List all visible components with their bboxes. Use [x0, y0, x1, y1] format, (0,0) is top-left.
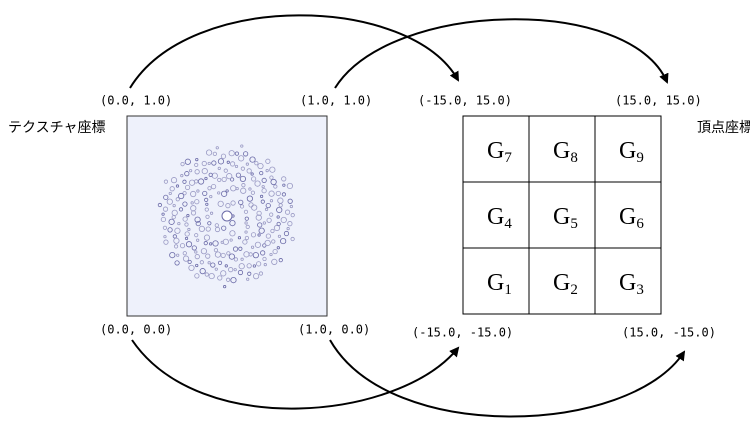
- cell-base: G: [487, 270, 504, 296]
- cell-base: G: [553, 204, 570, 230]
- corner-label: (0.0, 0.0): [100, 323, 172, 337]
- corner-label: (1.0, 0.0): [298, 323, 370, 337]
- corner-label: (-15.0, 15.0): [418, 94, 512, 108]
- cell-subscript: 4: [504, 216, 512, 232]
- cell-base: G: [487, 204, 504, 230]
- texture-title: テクスチャ座標: [8, 120, 105, 136]
- particle: [222, 211, 232, 221]
- cell-subscript: 1: [504, 282, 512, 298]
- cell-base: G: [553, 270, 570, 296]
- cell-base: G: [619, 138, 636, 164]
- cell-subscript: 3: [636, 282, 644, 298]
- cell-base: G: [487, 138, 504, 164]
- cell-subscript: 6: [636, 216, 644, 232]
- cell-subscript: 2: [570, 282, 578, 298]
- arrow: [130, 15, 458, 88]
- cell-subscript: 5: [570, 216, 578, 232]
- arrow: [132, 340, 458, 409]
- arrow: [330, 340, 684, 417]
- cell-subscript: 8: [570, 150, 578, 166]
- corner-label: (1.0, 1.0): [300, 94, 372, 108]
- cell-base: G: [553, 138, 570, 164]
- cell-base: G: [619, 270, 636, 296]
- corner-label: (15.0, -15.0): [622, 326, 716, 340]
- corner-label: (15.0, 15.0): [615, 94, 702, 108]
- corner-label: (0.0, 1.0): [100, 94, 172, 108]
- vertex-title: 頂点座標: [697, 120, 750, 136]
- cell-subscript: 9: [636, 150, 644, 166]
- arrow: [335, 19, 667, 88]
- cell-base: G: [619, 204, 636, 230]
- corner-label: (-15.0, -15.0): [412, 326, 513, 340]
- diagram: テクスチャ座標 (0.0, 1.0) (1.0, 1.0) (0.0, 0.0)…: [0, 0, 750, 429]
- cell-subscript: 7: [504, 150, 512, 166]
